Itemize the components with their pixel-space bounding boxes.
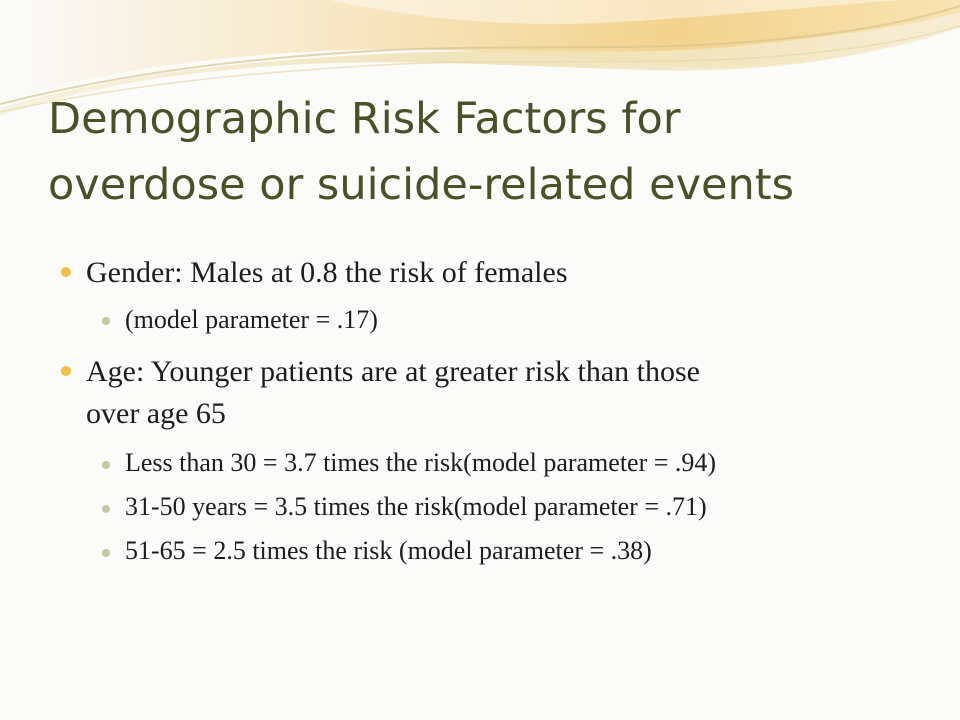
bullet-age-line-2: over age 65 [86,397,226,430]
bullet-age-line-1: Age: Younger patients are at greater ris… [86,355,700,388]
slide-title-line-2: overdose or suicide-related events [48,160,795,210]
sub-bullet-age-51-65: 51-65 = 2.5 times the risk (model parame… [125,536,652,565]
sub-bullet-age-31-50: 31-50 years = 3.5 times the risk(model p… [125,492,707,521]
decorative-wave-banner [0,0,960,116]
sub-bullet-dot-gender-parameter [102,317,110,325]
bullet-dot-gender [61,267,71,277]
bullet-dot-age [61,366,71,376]
slide-title: Demographic Risk Factors for overdose or… [48,86,928,218]
sub-bullet-dot-age-31-50 [102,505,110,513]
sub-bullet-gender-parameter: (model parameter = .17) [125,305,378,334]
sub-bullet-age-under-30: Less than 30 = 3.7 times the risk(model … [125,448,717,477]
sub-bullet-dot-age-51-65 [102,549,110,557]
sub-bullet-dot-age-under-30 [102,461,110,469]
slide-title-line-1: Demographic Risk Factors for [48,94,681,144]
bullet-gender: Gender: Males at 0.8 the risk of females [86,256,568,289]
